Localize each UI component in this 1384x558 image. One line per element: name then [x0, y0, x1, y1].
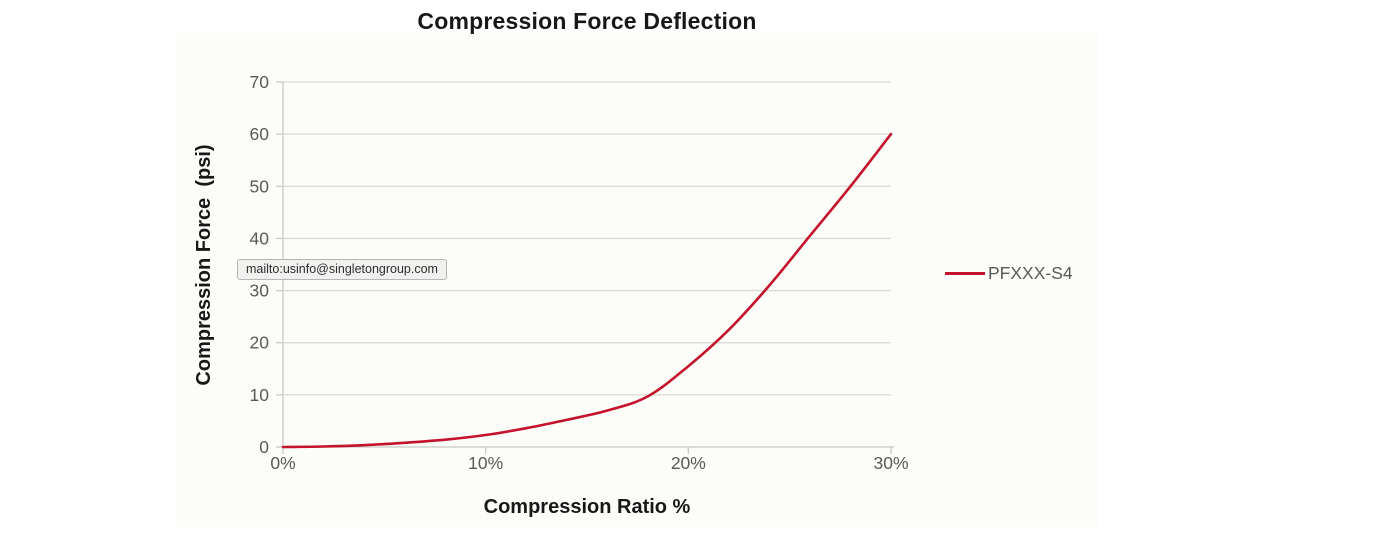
y-axis-title: Compression Force (psi): [193, 144, 215, 386]
legend: PFXXX-S4: [945, 263, 1073, 283]
y-tick-label: 0: [259, 437, 269, 457]
legend-line-swatch: [945, 271, 985, 275]
y-tick-label: 60: [250, 124, 270, 144]
x-axis-title: Compression Ratio %: [483, 496, 691, 518]
y-tick-label: 30: [250, 281, 270, 301]
x-tick-label: 0%: [270, 453, 295, 473]
y-tick-label: 50: [250, 176, 270, 196]
y-tick-label: 20: [250, 333, 270, 353]
chart-panel: [176, 33, 1098, 527]
link-preview-tooltip: mailto:usinfo@singletongroup.com: [237, 259, 447, 280]
legend-series-label: PFXXX-S4: [988, 262, 1073, 283]
y-tick-label: 70: [250, 72, 270, 92]
series-line: [281, 132, 893, 449]
plot-area: 0% 10% 20% 30% 0 10 20 30 40 50 60 70: [250, 72, 909, 473]
chart-title: Compression Force Deflection: [417, 8, 757, 34]
y-tick-label: 40: [250, 228, 270, 248]
x-tick-label: 30%: [873, 453, 908, 473]
x-tick-label: 10%: [468, 453, 503, 473]
x-tick-label: 20%: [671, 453, 706, 473]
y-tick-label: 10: [250, 385, 270, 405]
